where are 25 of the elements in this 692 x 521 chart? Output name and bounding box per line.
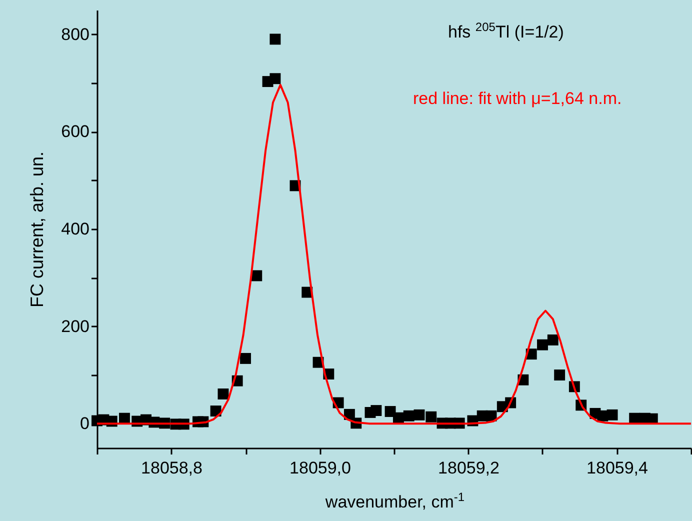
point xyxy=(270,73,281,84)
point xyxy=(554,370,566,380)
x-axis-title: wavenumber, cm$^{-1}$ xyxy=(325,490,465,513)
annotation: red line: fit with μ=1,64 n.m. xyxy=(413,89,622,109)
y-tick-label: 200 xyxy=(61,316,90,336)
point xyxy=(547,334,558,346)
text: hfs $^{205}$Tl (I=1/2) xyxy=(448,20,564,43)
point xyxy=(270,34,281,45)
x-tick-label: 18059,0 xyxy=(290,458,351,478)
point xyxy=(403,410,414,422)
x-tick-label: 18058,8 xyxy=(141,458,202,478)
y-axis-title: FC current, arb. un. xyxy=(27,151,48,308)
point xyxy=(218,388,229,400)
point xyxy=(426,411,437,422)
point xyxy=(414,409,425,420)
y-tick-label: 0 xyxy=(80,414,90,434)
point xyxy=(370,405,382,416)
x-tick-label: 18059,4 xyxy=(586,458,648,478)
x-tick-label: 18059,2 xyxy=(438,458,500,478)
y-tick-label: 800 xyxy=(61,24,90,44)
point xyxy=(240,352,251,364)
y-tick-label: 600 xyxy=(61,122,90,142)
point xyxy=(606,409,618,420)
point xyxy=(537,339,548,350)
y-tick-label: 400 xyxy=(61,220,90,238)
